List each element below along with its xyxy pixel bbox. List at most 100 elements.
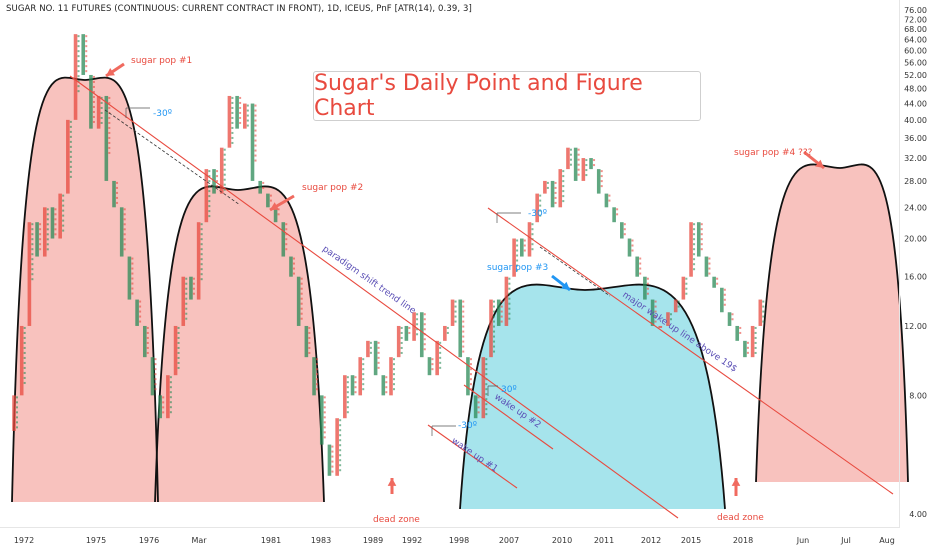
y-tick-label: 68.00 (904, 25, 927, 34)
pnf-box (539, 214, 542, 217)
pnf-box (200, 248, 203, 251)
pnf-box (362, 358, 365, 361)
pnf-column (666, 312, 670, 326)
pnf-column (135, 299, 139, 326)
pnf-box (485, 413, 488, 416)
angle-marker (431, 425, 456, 436)
pnf-box (577, 158, 580, 161)
x-tick-label: Aug (879, 536, 895, 545)
pnf-box (285, 238, 288, 241)
time-axis[interactable] (0, 527, 900, 550)
pnf-box (339, 454, 342, 457)
cycle-arc-outline (154, 185, 325, 503)
x-tick-label: 1981 (261, 536, 281, 545)
pnf-box (92, 85, 95, 88)
pnf-box (85, 45, 88, 48)
y-tick-label: 8.00 (909, 391, 927, 400)
pnf-box (377, 351, 380, 354)
pnf-box (31, 238, 34, 241)
pnf-box (92, 90, 95, 93)
pnf-box (231, 141, 234, 144)
pnf-box (485, 368, 488, 371)
pnf-column (104, 95, 109, 181)
pnf-box (754, 336, 757, 339)
pnf-box (485, 408, 488, 411)
pnf-box (54, 228, 57, 231)
pnf-box (46, 238, 49, 241)
pnf-box (262, 186, 265, 189)
pnf-box (16, 416, 18, 419)
pnf-box (423, 313, 426, 316)
pnf-box (485, 358, 488, 361)
pnf-box (569, 148, 572, 151)
pnf-box (554, 181, 557, 184)
pnf-box (585, 164, 588, 167)
pnf-box (700, 238, 703, 241)
pnf-box (716, 277, 719, 280)
price-axis[interactable] (899, 0, 932, 528)
pnf-box (646, 282, 649, 285)
pnf-column (258, 180, 263, 194)
pnf-box (23, 371, 26, 374)
pnf-column (96, 95, 101, 129)
pnf-box (69, 140, 72, 143)
pnf-box (69, 120, 72, 123)
pnf-box (339, 424, 342, 427)
angle-marker (487, 385, 498, 396)
pnf-box (585, 159, 588, 162)
pnf-box (116, 186, 119, 189)
pnf-box (123, 208, 126, 211)
y-tick-label: 4.00 (909, 510, 927, 519)
pnf-column (673, 299, 678, 313)
pnf-box (339, 439, 342, 442)
pnf-box (539, 194, 542, 197)
pnf-box (200, 273, 203, 276)
pnf-column (35, 222, 39, 257)
pnf-box (200, 253, 203, 256)
pnf-box (508, 287, 511, 290)
pnf-box (239, 96, 242, 99)
x-tick-label: 2015 (681, 536, 701, 545)
pnf-box (485, 373, 488, 376)
pnf-box (439, 351, 442, 354)
pnf-box (562, 195, 565, 198)
pnf-box (285, 248, 288, 251)
pnf-box (531, 233, 534, 236)
pnf-box (208, 200, 211, 203)
pnf-box (185, 277, 188, 280)
pnf-box (462, 310, 465, 313)
pnf-column (727, 312, 732, 326)
pnf-box (493, 345, 496, 348)
pnf-box (431, 363, 434, 366)
x-tick-label: Jul (840, 536, 851, 545)
pnf-box (516, 264, 519, 267)
pnf-box (254, 139, 257, 142)
pnf-box (139, 300, 142, 303)
pnf-box (469, 358, 472, 361)
pnf-box (646, 277, 649, 280)
pnf-box (323, 436, 326, 439)
pnf-box (593, 159, 596, 162)
pnf-box (400, 326, 403, 329)
pnf-box (208, 170, 211, 173)
pnf-box (146, 331, 149, 334)
pnf-column (289, 256, 293, 277)
pnf-box (46, 248, 49, 251)
pnf-box (246, 119, 249, 122)
pnf-box (154, 378, 157, 381)
pnf-box (369, 351, 372, 354)
pnf-box (39, 233, 42, 236)
pnf-box (362, 363, 365, 366)
pnf-box (239, 111, 242, 114)
pnf-box (185, 302, 188, 305)
pnf-box (85, 60, 88, 63)
pnf-box (31, 258, 34, 261)
pnf-box (223, 183, 226, 186)
pnf-box (108, 136, 111, 139)
pnf-box (346, 381, 349, 384)
pnf-box (246, 109, 249, 112)
pnf-box (131, 262, 134, 265)
pnf-box (123, 233, 126, 236)
pnf-box (377, 341, 380, 344)
y-tick-label: 48.00 (904, 85, 927, 94)
